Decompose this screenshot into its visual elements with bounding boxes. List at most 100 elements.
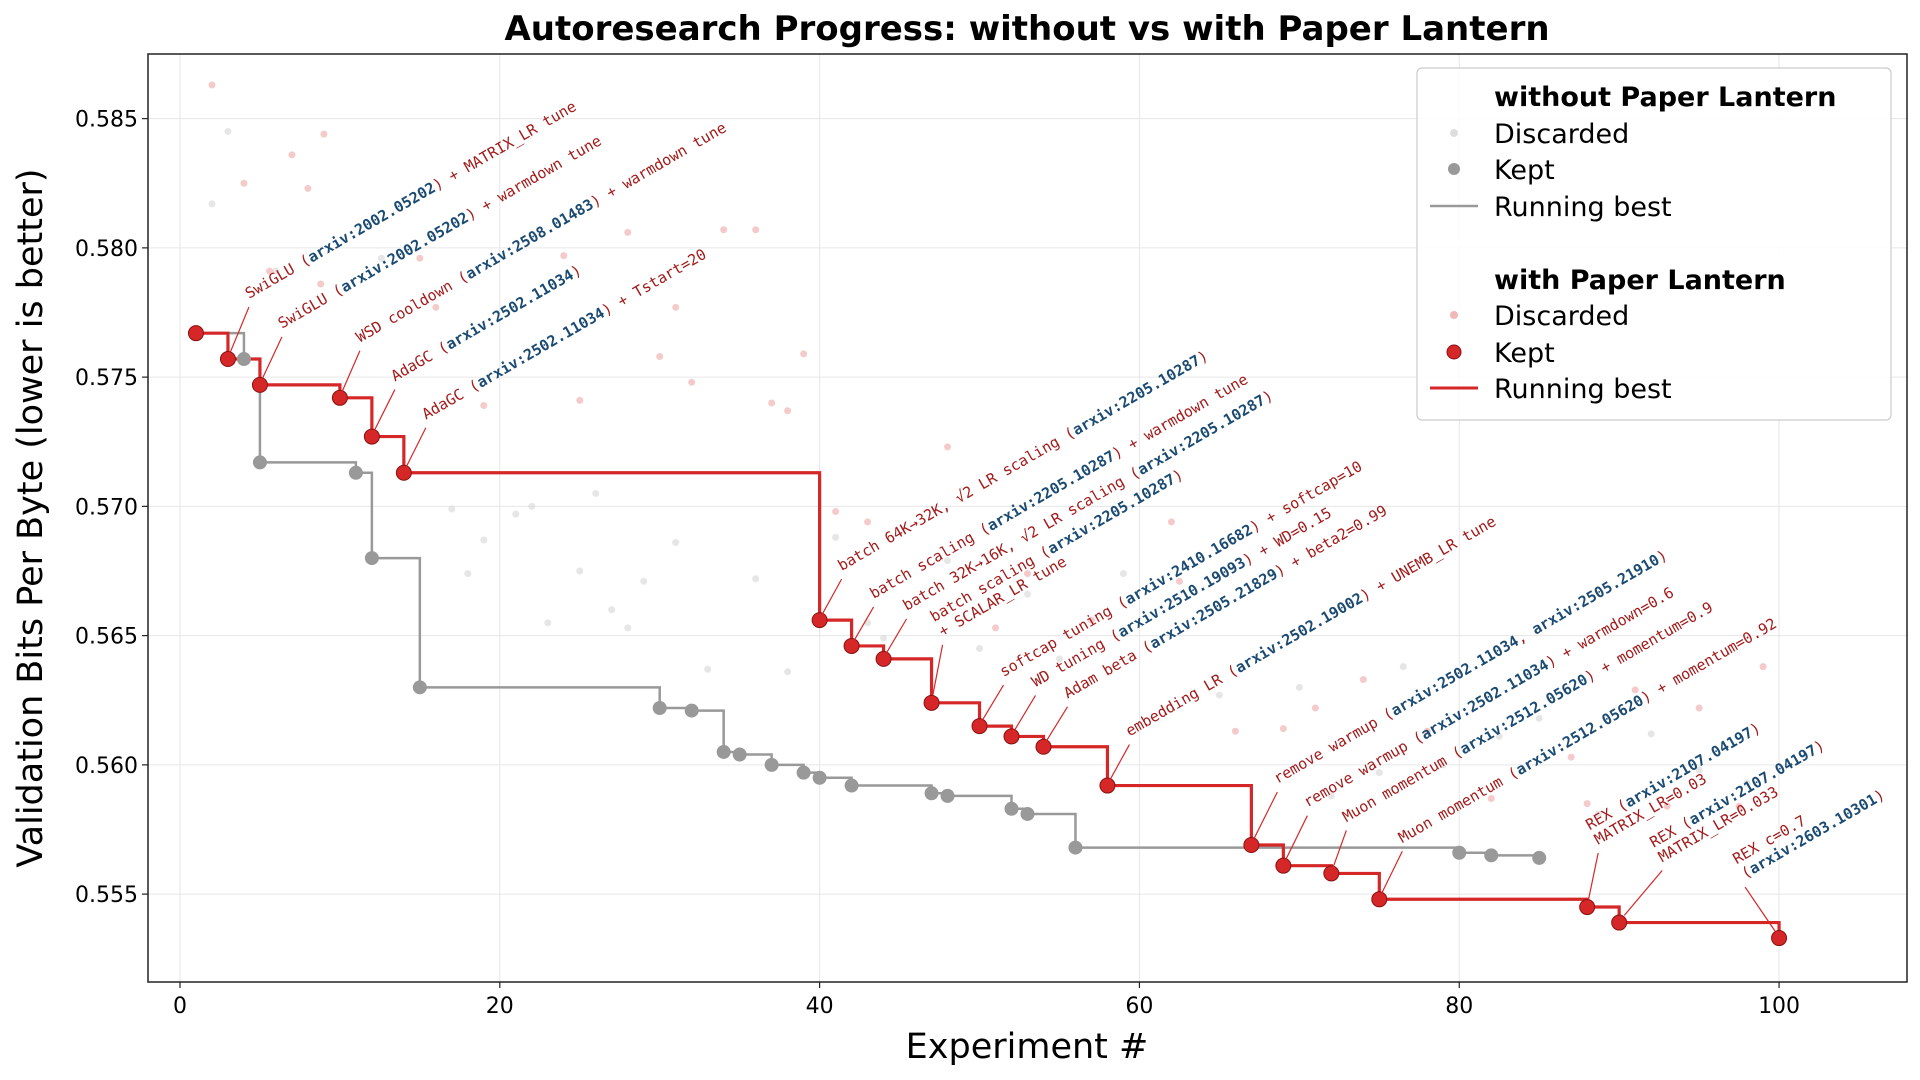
- y-tick-label: 0.570: [75, 495, 138, 520]
- kept-point-without: [844, 778, 859, 793]
- kept-point-without: [1452, 845, 1467, 860]
- discarded-point-without: [512, 510, 520, 518]
- discarded-point-without: [528, 502, 536, 510]
- discarded-point-without: [1055, 655, 1063, 663]
- legend-marker-without-discarded: [1450, 129, 1458, 137]
- kept-point-with: [219, 351, 236, 368]
- arxiv-id: arxiv:2502.19002: [1232, 589, 1366, 677]
- discarded-point-with: [784, 407, 792, 415]
- kept-point-without: [732, 747, 747, 762]
- discarded-point-with: [208, 81, 216, 89]
- discarded-point-without: [672, 539, 680, 547]
- discarded-point-with: [624, 228, 632, 236]
- discarded-point-with: [944, 443, 952, 451]
- discarded-point-without: [544, 619, 552, 627]
- annotation-text: ) + warmdown tune: [588, 118, 730, 210]
- discarded-point-without: [592, 489, 600, 497]
- kept-point-with: [1611, 914, 1628, 931]
- discarded-point-without: [1535, 714, 1543, 722]
- annotation-leader-line: [1381, 851, 1403, 893]
- discarded-point-without: [944, 557, 952, 565]
- kept-point-without: [1020, 806, 1035, 821]
- discarded-point-with: [1087, 616, 1095, 624]
- y-tick-label: 0.565: [75, 625, 138, 650]
- discarded-point-without: [1375, 769, 1383, 777]
- kept-point-without: [1532, 850, 1547, 865]
- kept-point-with: [1035, 738, 1052, 755]
- kept-point-without: [412, 680, 427, 695]
- discarded-point-with: [1735, 802, 1743, 810]
- kept-point-with: [1099, 777, 1116, 794]
- kept-point-with: [1771, 930, 1788, 947]
- discarded-point-without: [272, 267, 280, 275]
- discarded-point-with: [800, 350, 808, 358]
- annotation-text: embedding LR (: [1122, 661, 1240, 740]
- annotation-leader-line: [229, 306, 250, 353]
- y-tick-label: 0.580: [75, 237, 138, 262]
- discarded-point-with: [1567, 753, 1575, 761]
- legend-label-with-kept: Kept: [1494, 338, 1555, 369]
- annotation-leader-line: [1253, 791, 1278, 838]
- annotation-leader-line: [405, 427, 427, 467]
- annotation-leader-line: [1045, 706, 1069, 742]
- discarded-point-with: [1759, 663, 1767, 671]
- discarded-point-with: [1279, 725, 1287, 733]
- discarded-point-without: [1295, 683, 1303, 691]
- discarded-point-without: [448, 505, 456, 513]
- discarded-point-without: [624, 624, 632, 632]
- running-best-line-without: [195, 331, 1541, 858]
- discarded-point-with: [240, 179, 248, 187]
- discarded-point-with: [1231, 727, 1239, 735]
- kept-point-with: [187, 325, 204, 342]
- kept-point-with: [1579, 899, 1596, 916]
- x-axis-label: Experiment #: [906, 1027, 1149, 1067]
- annotation-leader-line: [821, 578, 843, 615]
- annotation-leader-line: [341, 350, 361, 392]
- kept-point-without: [364, 551, 379, 566]
- discarded-point-with: [320, 130, 328, 138]
- legend-heading-without: without Paper Lantern: [1494, 82, 1836, 113]
- kept-point-with: [923, 694, 940, 711]
- kept-point-without: [348, 465, 363, 480]
- kept-point-with: [811, 612, 828, 629]
- discarded-point-without: [832, 533, 840, 541]
- kept-point-with: [395, 464, 412, 481]
- discarded-point-with: [1583, 800, 1591, 808]
- kept-point-with: [363, 428, 380, 445]
- discarded-point-without: [704, 665, 712, 673]
- discarded-point-with: [1695, 704, 1703, 712]
- discarded-point-without: [1119, 570, 1127, 578]
- kept-point-without: [652, 700, 667, 715]
- legend: without Paper Lantern Discarded Kept Run…: [1416, 67, 1892, 421]
- annotation-leader-line: [262, 336, 283, 379]
- kept-point-without: [924, 786, 939, 801]
- discarded-point-without: [377, 254, 385, 262]
- discarded-point-without: [224, 128, 232, 136]
- discarded-point-with: [416, 254, 424, 262]
- chart-title: Autoresearch Progress: without vs with P…: [504, 9, 1549, 49]
- annotation-leader-line: [1623, 870, 1663, 916]
- kept-point-without: [1068, 840, 1083, 855]
- discarded-point-without: [576, 567, 584, 575]
- discarded-points: [208, 81, 1767, 818]
- discarded-point-without: [480, 536, 488, 544]
- kept-point-with: [331, 389, 348, 406]
- discarded-point-with: [304, 184, 312, 192]
- kept-point-without: [796, 765, 811, 780]
- kept-point-with: [1323, 865, 1340, 882]
- kept-point-without: [684, 703, 699, 718]
- x-tick-label: 60: [1125, 994, 1153, 1019]
- discarded-point-without: [1399, 663, 1407, 671]
- annotation-text: SwiGLU (: [242, 251, 314, 303]
- legend-label-with-discarded: Discarded: [1494, 301, 1629, 332]
- discarded-point-with: [560, 252, 568, 260]
- annotation-leader-line: [1587, 852, 1599, 900]
- discarded-point-with: [1487, 794, 1495, 802]
- annotation-leader-line: [885, 618, 908, 654]
- y-tick-label: 0.585: [75, 108, 138, 133]
- annotation-text: AdaGC (: [419, 376, 483, 423]
- annotation-leader-line: [853, 606, 875, 641]
- arxiv-id: arxiv:2205.10287: [1069, 351, 1203, 439]
- annotation-leader-line: [932, 644, 944, 696]
- discarded-point-with: [1175, 577, 1183, 585]
